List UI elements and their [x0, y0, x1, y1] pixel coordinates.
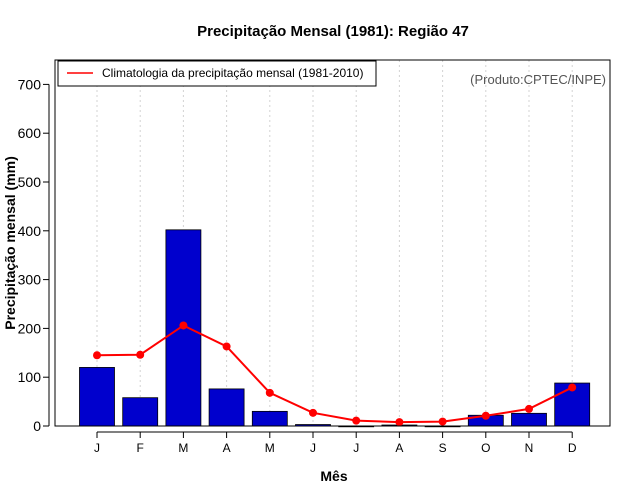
- x-tick-label: A: [395, 441, 403, 455]
- y-tick-label: 400: [18, 223, 42, 239]
- x-tick-label: O: [481, 441, 490, 455]
- x-tick-label: M: [178, 441, 188, 455]
- bar-1: [79, 367, 115, 427]
- grid-lines: [96, 60, 573, 426]
- bar-2: [122, 397, 159, 427]
- bar-11: [511, 412, 547, 427]
- bar-5: [251, 410, 288, 427]
- climatology-point-5: [265, 388, 274, 397]
- y-axis: 0 100 200 300 400 500 600 700: [18, 76, 50, 434]
- climatology-point-11: [525, 404, 533, 413]
- climatology-point-2: [136, 350, 145, 359]
- x-tick-label: S: [439, 441, 447, 455]
- climatology-point-10: [481, 411, 490, 420]
- climatology-series: [93, 321, 577, 427]
- legend-box: [57, 60, 377, 87]
- bar-4: [208, 388, 245, 427]
- climatology-point-1: [93, 351, 101, 360]
- x-tick-label: J: [310, 441, 316, 455]
- plot-frame: [54, 59, 611, 427]
- chart-title: Precipitação Mensal (1981): Região 47: [197, 23, 469, 40]
- y-tick-label: 200: [18, 320, 42, 336]
- climatology-point-12: [568, 383, 577, 392]
- legend: Climatologia da precipitação mensal (198…: [57, 60, 377, 87]
- x-tick-label: M: [265, 441, 275, 455]
- x-tick-label: J: [353, 441, 359, 455]
- y-axis-label: Precipitação mensal (mm): [2, 156, 18, 330]
- y-tick-label: 300: [18, 272, 42, 288]
- x-tick-label: D: [568, 441, 577, 455]
- y-tick-label: 600: [18, 125, 42, 141]
- climatology-point-4: [222, 342, 231, 351]
- x-tick-label: J: [94, 441, 100, 455]
- x-tick-label: A: [223, 441, 231, 455]
- climatology-point-7: [352, 416, 361, 425]
- y-tick-label: 500: [18, 174, 42, 190]
- source-annotation: (Produto:CPTEC/INPE): [470, 72, 606, 87]
- x-tick-label: N: [525, 441, 534, 455]
- climatology-point-3: [179, 321, 188, 330]
- x-tick-label: F: [137, 441, 144, 455]
- climatology-point-6: [309, 408, 317, 417]
- bar-series: [79, 229, 591, 428]
- y-tick-label: 700: [18, 76, 42, 92]
- x-axis-label: Mês: [320, 468, 347, 484]
- y-tick-label: 0: [33, 418, 41, 434]
- climatology-line: [96, 324, 573, 424]
- climatology-point-8: [395, 418, 404, 427]
- legend-label: Climatologia da precipitação mensal (198…: [102, 66, 363, 80]
- y-tick-label: 100: [18, 369, 42, 385]
- climatology-point-9: [438, 417, 447, 426]
